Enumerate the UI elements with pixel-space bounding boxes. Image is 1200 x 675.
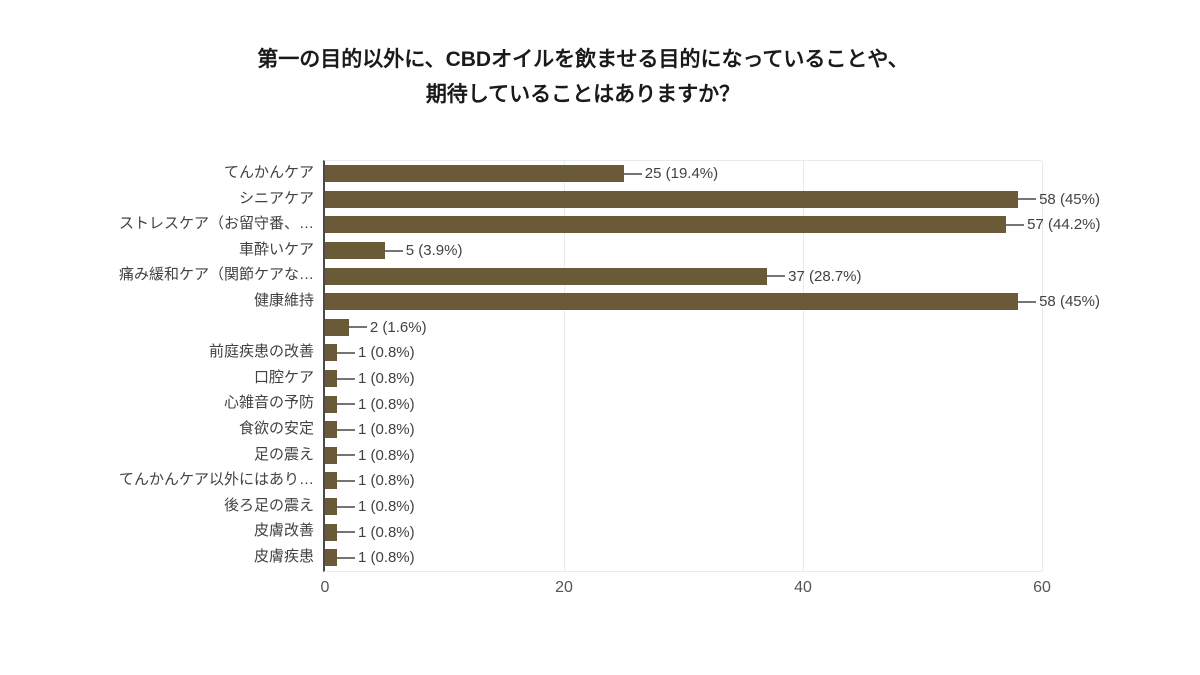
chart-row: 1 (0.8%) <box>325 443 1042 469</box>
bar <box>325 498 337 516</box>
x-axis-ticks: 0 20 40 60 <box>321 578 1051 601</box>
chart-row: 1 (0.8%) <box>325 519 1042 545</box>
chart-row: 25 (19.4%) <box>325 161 1042 187</box>
value-label: 1 (0.8%) <box>357 421 415 439</box>
bar <box>325 523 337 541</box>
category-label: 車酔いケア <box>238 240 314 258</box>
category-label: 皮膚改善 <box>253 522 314 540</box>
value-label: 1 (0.8%) <box>357 370 415 388</box>
leader-line <box>336 531 355 534</box>
value-label: 58 (45%) <box>1039 190 1100 208</box>
category-label: 痛み緩和ケア（関節ケアな… <box>118 266 314 284</box>
leader-line <box>1018 198 1037 201</box>
bar <box>325 446 337 464</box>
value-label: 5 (3.9%) <box>405 242 463 260</box>
chart-row: 57 (44.2%) <box>325 212 1101 238</box>
chart-row: 5 (3.9%) <box>325 238 1042 264</box>
category-label: 前庭疾患の改善 <box>208 343 314 361</box>
gridline <box>803 161 804 571</box>
category-label: 口腔ケア <box>253 368 314 386</box>
value-label: 1 (0.8%) <box>357 549 415 567</box>
leader-line <box>336 454 355 457</box>
leader-line <box>623 172 642 175</box>
leader-line <box>336 505 355 508</box>
value-label: 25 (19.4%) <box>644 165 719 183</box>
value-label: 1 (0.8%) <box>357 523 415 541</box>
category-label: ストレスケア（お留守番、… <box>118 215 314 233</box>
x-axis-tick-label: 20 <box>555 578 573 596</box>
value-label: 57 (44.2%) <box>1027 216 1101 234</box>
chart-row: 2 (1.6%) <box>325 315 1042 341</box>
bar <box>325 267 768 285</box>
chart-row: 1 (0.8%) <box>325 494 1042 520</box>
leader-line <box>336 428 355 431</box>
category-label: 足の震え <box>253 445 314 463</box>
category-label: 食欲の安定 <box>238 419 314 437</box>
chart-row: 1 (0.8%) <box>325 340 1042 366</box>
category-axis: てんかんケアシニアケアストレスケア（お留守番、… 車酔いケア痛み緩和ケア（関節ケア… <box>100 160 323 570</box>
bar <box>325 370 337 388</box>
value-label: 58 (45%) <box>1039 293 1100 311</box>
category-label: 心雑音の予防 <box>223 394 314 412</box>
leader-line <box>1018 300 1037 303</box>
category-label: シニアケア <box>238 189 314 207</box>
bar <box>325 549 337 567</box>
x-axis-tick-label: 40 <box>794 578 812 596</box>
bar <box>325 190 1019 208</box>
chart-title-line-2: 期待していることはありますか？ <box>425 83 741 106</box>
chart-title-line-1: 第一の目的以外に、CBDオイルを飲ませる目的になっていることや、 <box>257 48 909 71</box>
value-label: 37 (28.7%) <box>788 267 862 285</box>
bar <box>325 421 337 439</box>
chart-row: 58 (45%) <box>325 187 1100 213</box>
leader-line <box>336 377 355 380</box>
category-label: てんかんケア以外にはあり… <box>118 471 314 489</box>
chart-row: 1 (0.8%) <box>325 545 1042 571</box>
bar <box>325 165 624 183</box>
bar <box>325 472 337 490</box>
leader-line <box>384 249 403 252</box>
x-axis-tick-label: 0 <box>320 578 330 596</box>
chart-body: てんかんケアシニアケアストレスケア（お留守番、… 車酔いケア痛み緩和ケア（関節ケア… <box>100 160 1101 572</box>
chart-row: 58 (45%) <box>325 289 1100 315</box>
plot-area: 25 (19.4%) 58 (45%) 57 (44.2%) 5 (3.9%) 37 (… <box>323 160 1101 572</box>
leader-line <box>336 351 355 354</box>
gridline <box>564 161 565 571</box>
leader-line <box>336 403 355 406</box>
leader-line <box>348 326 367 329</box>
bar-rows: 25 (19.4%) 58 (45%) 57 (44.2%) 5 (3.9%) 37 (… <box>325 161 1101 571</box>
category-label: てんかんケア <box>223 164 314 181</box>
value-label: 1 (0.8%) <box>357 395 415 413</box>
chart-title: 第一の目的以外に、CBDオイルを飲ませる目的になっていることや、 期待しているこ… <box>0 42 1166 112</box>
category-label: 後ろ足の震え <box>223 496 314 514</box>
gridline <box>1042 161 1043 571</box>
category-label <box>100 314 323 340</box>
chart-row: 1 (0.8%) <box>325 468 1042 494</box>
leader-line <box>767 275 786 278</box>
value-label: 1 (0.8%) <box>357 498 415 516</box>
bar <box>325 242 385 260</box>
x-axis-spacer <box>100 579 323 601</box>
value-label: 1 (0.8%) <box>357 446 415 464</box>
value-label: 2 (1.6%) <box>369 318 427 336</box>
category-label: 健康維持 <box>253 291 314 309</box>
category-label: 皮膚疾患 <box>253 547 314 565</box>
value-label: 1 (0.8%) <box>357 472 415 490</box>
leader-line <box>1006 223 1025 226</box>
leader-line <box>336 556 355 559</box>
chart-row: 1 (0.8%) <box>325 391 1042 417</box>
value-label: 1 (0.8%) <box>357 344 415 362</box>
bar-chart: てんかんケアシニアケアストレスケア（お留守番、… 車酔いケア痛み緩和ケア（関節ケア… <box>100 160 1101 601</box>
x-axis-tick-label: 60 <box>1033 578 1051 596</box>
chart-row: 1 (0.8%) <box>325 366 1042 392</box>
bar <box>325 395 337 413</box>
x-axis: 0 20 40 60 <box>100 578 1051 601</box>
bar <box>325 344 337 362</box>
bar <box>325 216 1007 234</box>
bar <box>325 293 1019 311</box>
chart-row: 37 (28.7%) <box>325 263 1042 289</box>
chart-row: 1 (0.8%) <box>325 417 1042 443</box>
bar <box>325 318 349 336</box>
leader-line <box>336 479 355 482</box>
